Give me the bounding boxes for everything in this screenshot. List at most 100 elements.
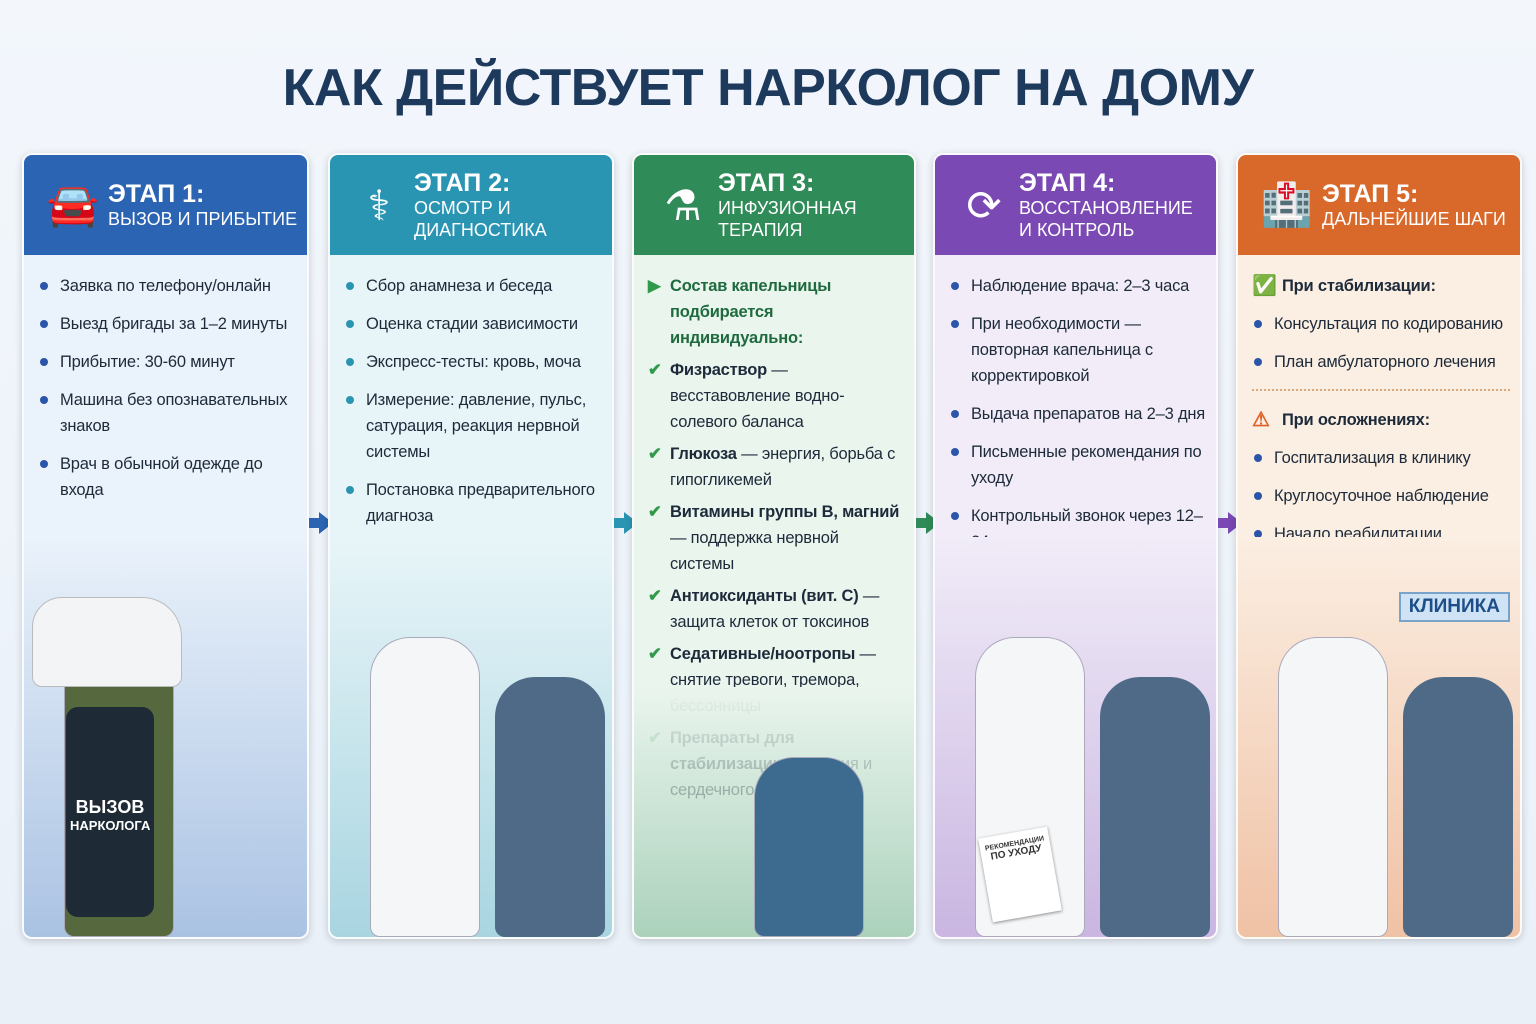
patient-figure bbox=[1100, 677, 1210, 937]
item-text-label: Госпитализация в клинику bbox=[1274, 449, 1471, 467]
check-icon: ✔ bbox=[648, 361, 662, 379]
item-text-label: Наблюдение врача: 2–3 часа bbox=[971, 277, 1190, 295]
item-text-label: Состав капельницы подбирается индивидуал… bbox=[670, 277, 832, 347]
list-item: ✔ Глюкоза — энергия, борьба с гипогликеме… bbox=[648, 441, 904, 493]
illustration bbox=[330, 537, 612, 937]
page-title: КАК ДЕЙСТВУЕТ НАРКОЛОГ НА ДОМУ bbox=[282, 59, 1254, 117]
patient-figure bbox=[495, 677, 605, 937]
stage-header: 🏥 ЭТАП 5: ДАЛЬНЕЙШИЕ ШАГИ bbox=[1238, 155, 1520, 255]
list-item: При необходимости — повторная капельница… bbox=[949, 311, 1206, 389]
list-item: Заявка по телефону/онлайн bbox=[38, 273, 297, 299]
item-text-label: При стабилизации: bbox=[1282, 277, 1436, 295]
list-item: Оценка стадии зависимости bbox=[344, 311, 602, 337]
item-text-label: Машина без опознавательных знаков bbox=[60, 391, 288, 435]
item-text-label: Круглосуточное наблюдение bbox=[1274, 487, 1489, 505]
item-rest: — защита клеток от токсинов bbox=[670, 587, 880, 631]
list-item: ⚠ При осложнениях: bbox=[1252, 407, 1510, 433]
item-text-label: Экспресс-тесты: кровь, моча bbox=[366, 353, 581, 371]
stage-heading: ЭТАП 3: ИНФУЗИОННАЯ ТЕРАПИЯ bbox=[718, 169, 914, 241]
bullet-icon bbox=[346, 358, 354, 366]
stage-items: ✅ При стабилизации: Консультация по кодиро… bbox=[1238, 255, 1520, 545]
list-item: ✔ Витамины группы B, магний — поддержка н… bbox=[648, 499, 904, 577]
list-item: Круглосуточное наблюдение bbox=[1252, 483, 1510, 509]
stage-header: ⚕ ЭТАП 2: ОСМОТР И ДИАГНОСТИКА bbox=[330, 155, 612, 255]
list-item: ✅ При стабилизации: bbox=[1252, 273, 1510, 299]
item-text-label: При необходимости — повторная капельница… bbox=[971, 315, 1153, 385]
bullet-icon bbox=[40, 358, 48, 366]
bullet-icon bbox=[1254, 320, 1262, 328]
item-text: Физраствор — весставовление водно-солево… bbox=[670, 357, 904, 435]
doctor-figure bbox=[370, 637, 480, 937]
list-item: План амбулаторного лечения bbox=[1252, 349, 1510, 375]
item-text: Оценка стадии зависимости bbox=[366, 311, 578, 337]
item-bold: Антиоксиданты (вит. C) bbox=[670, 587, 859, 605]
stage-heading: ЭТАП 4: ВОССТАНОВЛЕНИЕ И КОНТРОЛЬ bbox=[1019, 169, 1193, 241]
recovery-cycle-icon: ⟳ bbox=[966, 181, 1002, 229]
stage-number: ЭТАП 2: bbox=[414, 169, 511, 197]
stage-heading: ЭТАП 1: ВЫЗОВ И ПРИБЫТИЕ bbox=[108, 180, 297, 230]
item-text: Машина без опознавательных знаков bbox=[60, 387, 297, 439]
item-text-label: Выезд бригады за 1–2 минуты bbox=[60, 315, 288, 333]
list-item: Выдача препаратов на 2–3 дня bbox=[949, 401, 1206, 427]
list-item: Прибытие: 30-60 минут bbox=[38, 349, 297, 375]
list-item: Консультация по кодированию bbox=[1252, 311, 1510, 337]
stage-items: ▶ Состав капельницы подбирается индивидуа… bbox=[634, 255, 914, 799]
recommendations-paper: РЕКОМЕНДАЦИИ ПО УХОДУ bbox=[978, 826, 1062, 923]
phone-label: ВЫЗОВ bbox=[75, 797, 145, 817]
list-item: Постановка предварительного диагноза bbox=[344, 477, 602, 529]
bullet-icon bbox=[40, 282, 48, 290]
item-text-label: Консультация по кодированию bbox=[1274, 315, 1503, 333]
stage-number: ЭТАП 4: bbox=[1019, 169, 1116, 197]
item-text-label: Врач в обычной одежде до входа bbox=[60, 455, 263, 499]
item-text: План амбулаторного лечения bbox=[1274, 349, 1496, 375]
item-text-label: Постановка предварительного диагноза bbox=[366, 481, 595, 525]
list-item: Сбор анамнеза и беседа bbox=[344, 273, 602, 299]
check-icon: ✔ bbox=[648, 587, 662, 605]
stage-title: ДАЛЬНЕЙШИЕ ШАГИ bbox=[1322, 209, 1506, 229]
list-item: Наблюдение врача: 2–3 часа bbox=[949, 273, 1206, 299]
item-bold: Физраствор bbox=[670, 361, 768, 379]
item-text: Заявка по телефону/онлайн bbox=[60, 273, 271, 299]
illustration: ВЫЗОВ НАРКОЛОГА bbox=[24, 537, 307, 937]
bullet-icon bbox=[1254, 530, 1262, 538]
bullet-icon bbox=[40, 460, 48, 468]
item-text-label: Прибытие: 30-60 минут bbox=[60, 353, 235, 371]
item-text: Антиоксиданты (вит. C) — защита клеток о… bbox=[670, 583, 904, 635]
check-icon: ✔ bbox=[648, 503, 662, 521]
item-text: Витамины группы B, магний — поддержка не… bbox=[670, 499, 904, 577]
stage-card-4: ⟳ ЭТАП 4: ВОССТАНОВЛЕНИЕ И КОНТРОЛЬ Наблюден… bbox=[933, 153, 1218, 939]
stage-card-2: ⚕ ЭТАП 2: ОСМОТР И ДИАГНОСТИКА Сбор анамнез… bbox=[328, 153, 614, 939]
item-rest: — энергия, борьба с гипогликемей bbox=[670, 445, 896, 489]
check-icon: ✔ bbox=[648, 445, 662, 463]
list-item: Врач в обычной одежде до входа bbox=[38, 451, 297, 503]
item-text: Круглосуточное наблюдение bbox=[1274, 483, 1489, 509]
stage-header: 🚘 ЭТАП 1: ВЫЗОВ И ПРИБЫТИЕ bbox=[24, 155, 307, 255]
bullet-icon bbox=[40, 396, 48, 404]
list-item: Экспресс-тесты: кровь, моча bbox=[344, 349, 602, 375]
item-text: Состав капельницы подбирается индивидуал… bbox=[670, 273, 904, 351]
stage-items: Заявка по телефону/онлайн Выезд бригады з… bbox=[24, 255, 307, 545]
item-text: Письменные рекомендания по уходу bbox=[971, 439, 1206, 491]
item-text: Врач в обычной одежде до входа bbox=[60, 451, 297, 503]
phone-label: НАРКОЛОГА bbox=[70, 818, 151, 833]
stage-card-5: 🏥 ЭТАП 5: ДАЛЬНЕЙШИЕ ШАГИ ✅ При стабилизации… bbox=[1236, 153, 1522, 939]
bullet-icon bbox=[951, 320, 959, 328]
illustration: РЕКОМЕНДАЦИИ ПО УХОДУ bbox=[935, 537, 1216, 937]
stage-heading: ЭТАП 5: ДАЛЬНЕЙШИЕ ШАГИ bbox=[1322, 180, 1506, 230]
item-text-label: При осложнениях: bbox=[1282, 411, 1430, 429]
iv-drip-icon: ⚗ bbox=[664, 181, 702, 229]
item-text-label: Заявка по телефону/онлайн bbox=[60, 277, 271, 295]
item-text: Наблюдение врача: 2–3 часа bbox=[971, 273, 1189, 299]
stage-heading: ЭТАП 2: ОСМОТР И ДИАГНОСТИКА bbox=[414, 169, 612, 241]
item-text-label: Оценка стадии зависимости bbox=[366, 315, 578, 333]
car bbox=[32, 597, 182, 687]
bullet-icon bbox=[951, 448, 959, 456]
item-text-label: Письменные рекомендания по уходу bbox=[971, 443, 1202, 487]
item-text: Глюкоза — энергия, борьба с гипогликемей bbox=[670, 441, 904, 493]
divider bbox=[1252, 389, 1510, 391]
stage-title: И КОНТРОЛЬ bbox=[1019, 220, 1135, 240]
list-item: Машина без опознавательных знаков bbox=[38, 387, 297, 439]
doctor-figure bbox=[1278, 637, 1388, 937]
stage-items: Сбор анамнеза и беседа Оценка стадии зави… bbox=[330, 255, 612, 545]
stage-title: ОСМОТР И ДИАГНОСТИКА bbox=[414, 198, 547, 240]
